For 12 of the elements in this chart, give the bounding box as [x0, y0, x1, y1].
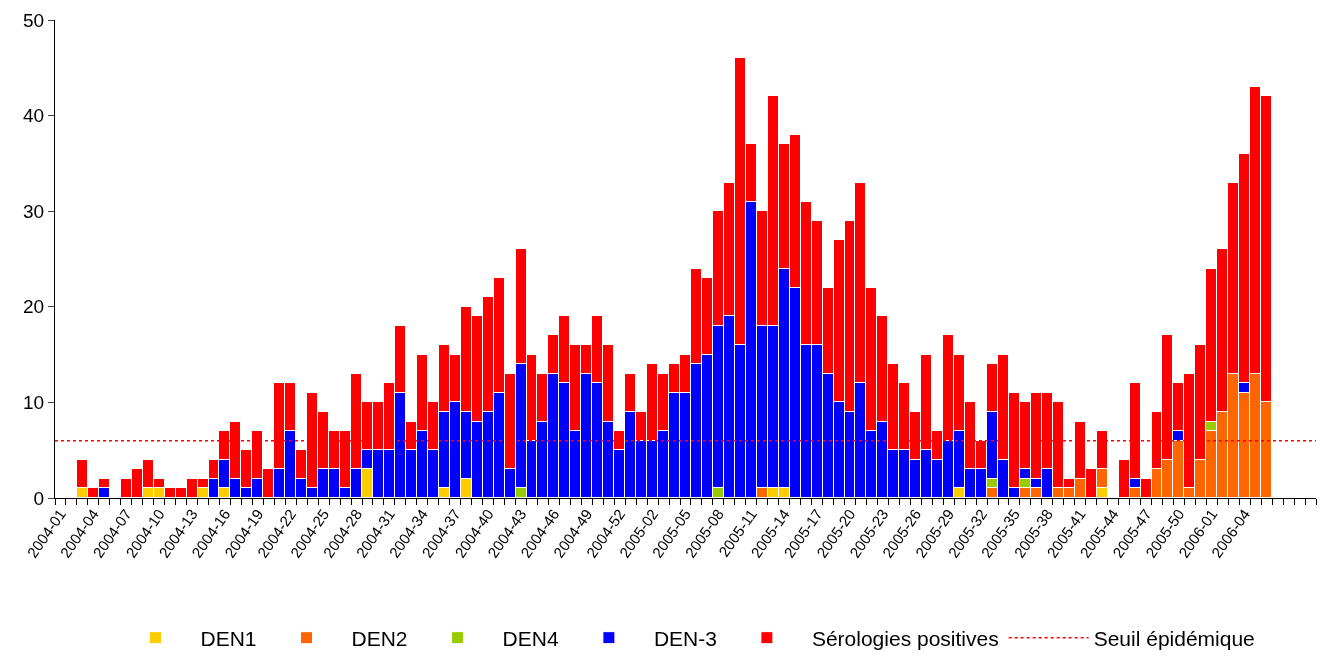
y-tick-label: 30: [23, 200, 45, 222]
y-tick-label: 50: [23, 9, 45, 31]
legend-label: DEN-3: [653, 626, 717, 650]
legend-label: Sérologies positives: [811, 626, 999, 650]
legend-label: DEN4: [502, 626, 559, 650]
y-tick-label: 20: [23, 296, 45, 318]
legend-label: Seuil épidémique: [1093, 626, 1255, 650]
y-tick-label: 40: [23, 105, 45, 127]
y-tick-label: 10: [23, 392, 45, 414]
legend-label: DEN2: [351, 626, 408, 650]
y-tick-label: 0: [33, 487, 45, 509]
legend-label: DEN1: [200, 626, 257, 650]
